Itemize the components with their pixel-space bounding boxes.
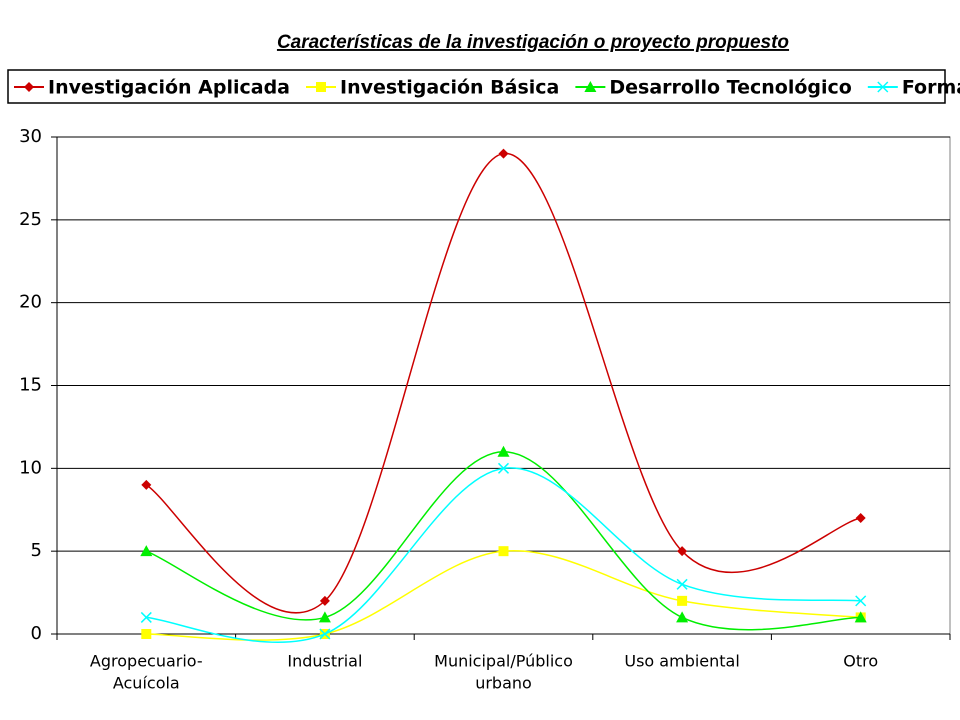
legend-label: Investigación Aplicada xyxy=(48,77,290,99)
data-point xyxy=(677,595,688,606)
legend-label: Formación RH xyxy=(902,77,960,99)
x-tick-label: urbano xyxy=(475,674,532,693)
data-point xyxy=(676,578,688,590)
data-point xyxy=(497,462,510,474)
data-point xyxy=(498,148,509,159)
data-point xyxy=(141,629,152,639)
legend-marker xyxy=(316,82,326,92)
data-point xyxy=(141,479,152,490)
data-point xyxy=(498,546,509,557)
y-tick-label: 20 xyxy=(19,292,42,313)
x-tick-label: Agropecuario- xyxy=(90,652,203,671)
legend-marker xyxy=(584,81,597,92)
data-point xyxy=(854,611,867,623)
series-line xyxy=(145,152,861,614)
legend-label: Investigación Básica xyxy=(340,77,559,99)
x-tick-label: Municipal/Público xyxy=(434,652,573,671)
x-tick-label: Industrial xyxy=(287,652,362,671)
chart-title: Características de la investigación o pr… xyxy=(277,32,789,53)
legend-marker xyxy=(877,81,889,93)
data-point xyxy=(140,611,152,623)
legend-label: Desarrollo Tecnológico xyxy=(609,77,851,99)
data-point xyxy=(319,595,330,606)
y-tick-label: 0 xyxy=(31,623,42,644)
data-point xyxy=(319,628,331,640)
data-point xyxy=(855,595,867,607)
data-point xyxy=(497,445,510,457)
y-tick-label: 25 xyxy=(19,209,42,230)
y-tick-label: 10 xyxy=(19,457,42,478)
data-point xyxy=(676,611,689,623)
x-tick-label: Uso ambiental xyxy=(624,652,739,671)
y-tick-label: 30 xyxy=(19,126,42,147)
legend-marker xyxy=(24,82,34,92)
x-tick-label: Otro xyxy=(843,652,878,671)
data-point xyxy=(318,611,331,623)
data-point xyxy=(677,546,688,557)
data-point xyxy=(140,545,153,557)
legend-box xyxy=(7,69,946,104)
y-tick-label: 15 xyxy=(19,375,42,396)
data-point xyxy=(855,513,866,524)
x-tick-label: Acuícola xyxy=(113,674,180,693)
y-tick-label: 5 xyxy=(31,540,42,561)
